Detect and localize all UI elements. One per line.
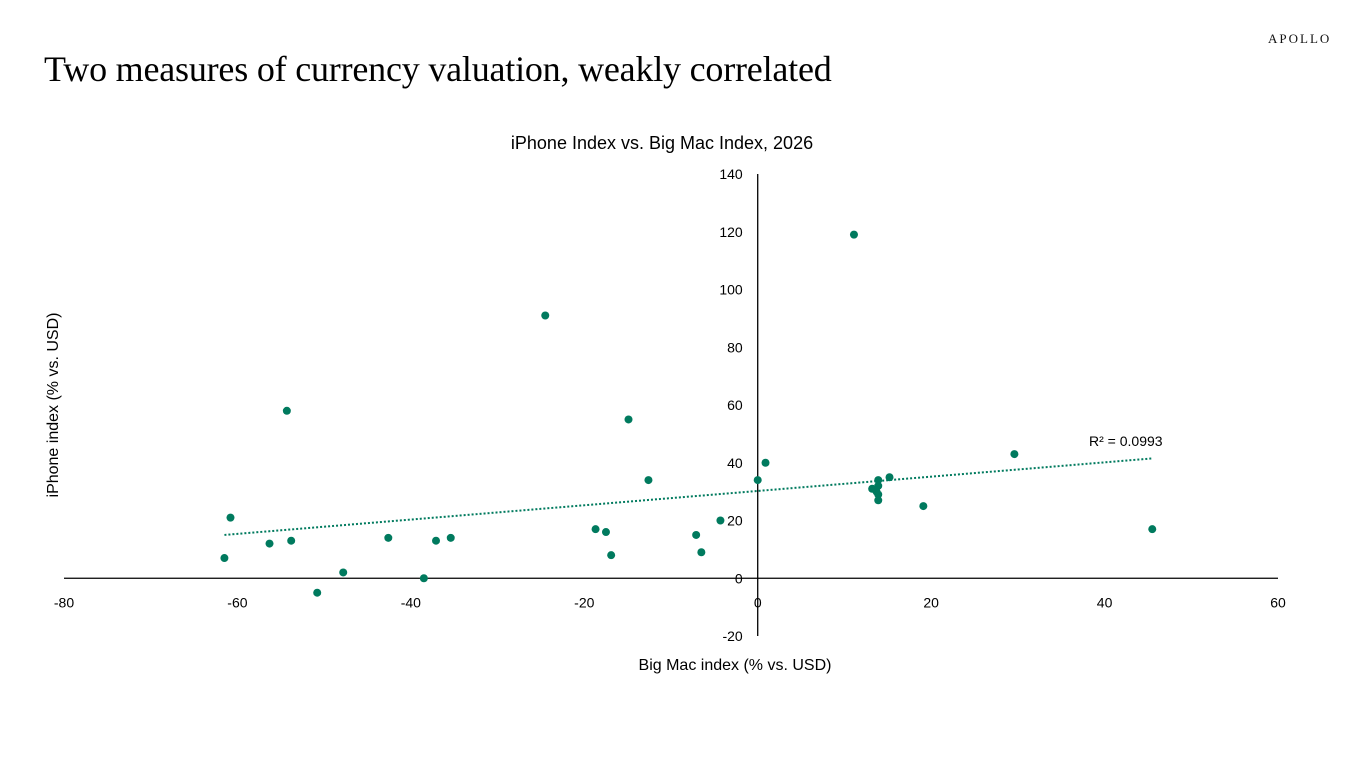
- trendline-group: R² = 0.0993: [224, 433, 1163, 536]
- chart-title: iPhone Index vs. Big Mac Index, 2026: [511, 133, 813, 153]
- r-squared-label: R² = 0.0993: [1089, 433, 1163, 449]
- y-tick-label: 40: [727, 455, 743, 471]
- x-tick-label: -40: [401, 594, 421, 610]
- scatter-point: [874, 481, 883, 490]
- scatter-point: [287, 536, 296, 545]
- scatter-point: [226, 513, 235, 522]
- scatter-point: [697, 548, 706, 557]
- scatter-point: [874, 490, 883, 499]
- x-axis-label: Big Mac index (% vs. USD): [639, 657, 832, 674]
- x-tick-label: 20: [923, 594, 939, 610]
- x-tick-label: 0: [754, 594, 762, 610]
- scatter-point: [1148, 525, 1157, 534]
- page-headline: Two measures of currency valuation, weak…: [44, 49, 832, 89]
- scatter-point: [919, 502, 928, 511]
- scatter-point: [716, 516, 725, 525]
- scatter-point: [874, 496, 883, 505]
- scatter-point: [644, 476, 653, 485]
- apollo-logo: APOLLO: [1268, 31, 1332, 46]
- y-tick-label: -20: [722, 628, 742, 644]
- chart-axes: [64, 174, 1278, 636]
- scatter-point: [339, 568, 348, 577]
- scatter-point: [692, 530, 701, 539]
- scatter-point: [541, 311, 550, 320]
- scatter-point: [432, 536, 441, 545]
- scatter-point: [313, 588, 322, 597]
- data-points: [220, 230, 1157, 597]
- scatter-point: [885, 473, 894, 482]
- x-tick-label: 60: [1270, 594, 1286, 610]
- y-tick-label: 20: [727, 513, 743, 529]
- y-tick-label: 140: [719, 166, 743, 182]
- y-tick-label: 80: [727, 339, 743, 355]
- scatter-point: [446, 533, 455, 542]
- scatter-point: [1010, 450, 1019, 459]
- x-axis-tick-labels: -80 -60 -40 -20 0 20 40 60: [54, 594, 1286, 610]
- scatter-point: [419, 574, 428, 583]
- scatter-point: [220, 554, 229, 563]
- scatter-point: [607, 551, 616, 560]
- y-tick-label: 100: [719, 282, 743, 298]
- scatter-point: [753, 476, 762, 485]
- scatter-point: [624, 415, 633, 424]
- x-tick-label: -20: [574, 594, 594, 610]
- scatter-point: [591, 525, 600, 534]
- y-axis-tick-labels: -20 0 20 40 60 80 100 120 140: [719, 166, 743, 644]
- scatter-point: [761, 458, 770, 467]
- scatter-point: [282, 406, 291, 415]
- scatter-point: [265, 539, 274, 548]
- x-tick-label: -60: [227, 594, 247, 610]
- scatter-point: [601, 528, 610, 537]
- x-tick-label: 40: [1097, 594, 1113, 610]
- scatter-point: [384, 533, 393, 542]
- y-tick-label: 120: [719, 224, 743, 240]
- scatter-point: [874, 476, 883, 485]
- y-axis-label: iPhone index (% vs. USD): [45, 313, 62, 498]
- y-tick-label: 60: [727, 397, 743, 413]
- trendline: [224, 457, 1153, 536]
- scatter-point: [849, 230, 858, 239]
- x-tick-label: -80: [54, 594, 74, 610]
- y-tick-label: 0: [735, 570, 743, 586]
